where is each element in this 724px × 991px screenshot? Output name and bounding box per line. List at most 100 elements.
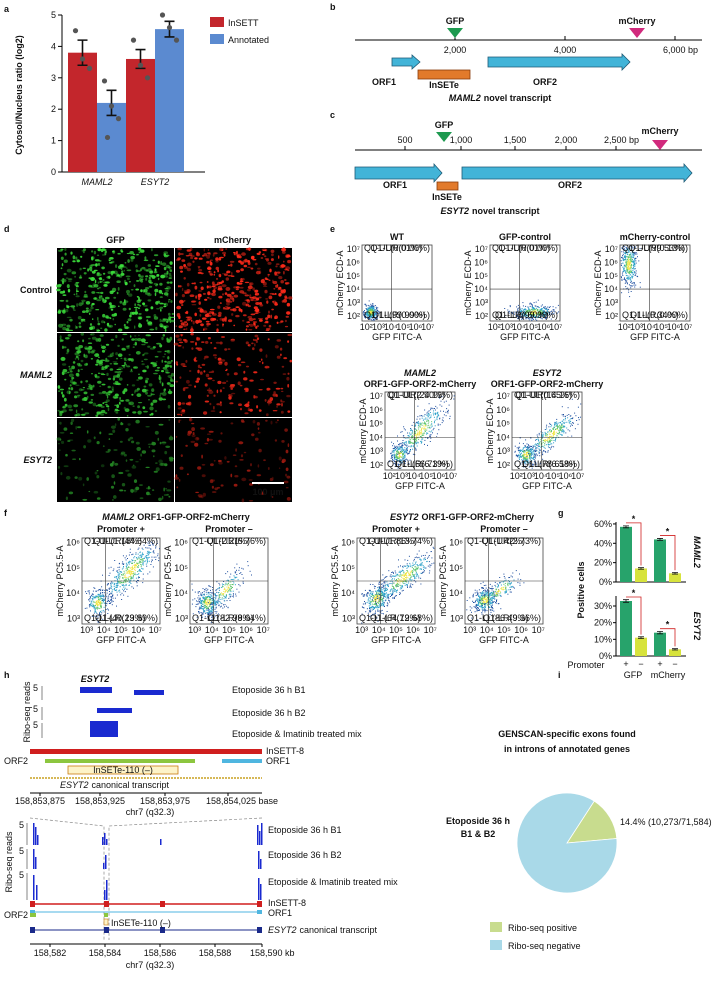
event [447,409,449,411]
event [554,424,556,425]
cell-spot [247,247,252,251]
cell-spot [216,323,219,327]
event [626,265,628,267]
cell-spot [207,291,211,296]
cell-spot [183,328,186,331]
cell-spot [66,305,70,309]
event [111,598,112,600]
event [628,251,630,253]
cell-spot [63,308,66,312]
event [546,435,548,437]
event [523,466,525,468]
cell-spot [61,371,65,376]
cell-spot [252,338,255,341]
event [520,456,522,458]
cell-spot [167,375,173,378]
cell-spot [63,465,69,468]
event [543,309,545,311]
cell-spot [253,394,256,399]
event [400,446,402,448]
cell-spot [74,357,77,360]
y-tick-label: 10⁵ [66,563,80,573]
cell-spot [155,326,158,331]
cell-spot [82,310,86,314]
cell-spot [70,421,73,425]
event [420,423,422,425]
event [413,446,414,448]
cell-spot [209,292,214,295]
cell-spot [80,359,84,363]
cell-spot [249,282,254,286]
cell-spot [276,283,279,287]
event [633,253,635,255]
event [405,461,406,462]
event [98,604,100,606]
cell-spot [163,303,167,306]
event [625,275,627,277]
event [532,454,534,456]
event [111,582,113,584]
event [200,605,202,606]
event [632,250,634,252]
cell-spot [221,249,223,252]
cell-spot [263,324,267,327]
event [93,612,95,614]
y-tick-label: 1 [51,136,56,146]
event [625,259,627,261]
x-tick-label: 10³ [80,625,93,635]
y-tick-label: 5 [51,10,56,20]
x-tick-label: 10⁶ [131,625,145,635]
cell-spot [156,342,162,345]
event [555,429,556,430]
event [433,422,435,424]
event [555,439,556,441]
cell-spot [68,280,72,282]
event [117,582,119,584]
event [134,560,136,562]
event [140,554,142,556]
event [551,424,553,426]
cell-spot [95,292,100,294]
event [531,303,532,305]
event [425,437,427,439]
cell-spot [144,380,148,382]
event [542,454,544,456]
event [530,313,532,315]
event [626,271,628,273]
event [557,304,559,306]
data-point [72,28,79,34]
cell-spot [101,345,106,349]
event [428,430,430,432]
quadrant-label: Q1-UR(0.13%) [628,243,688,253]
event [405,444,407,446]
cell-spot [165,372,170,374]
event [133,564,135,566]
axis-title: Cytosol/Nucleus ratio (log2) [14,35,24,155]
event [528,453,530,455]
event [395,448,397,450]
event [101,597,103,599]
quadrant-label: Q1-UR(14.16%) [515,390,580,400]
event [372,306,374,308]
event [365,305,367,307]
event [414,435,416,436]
cell-spot [222,323,225,326]
event [548,426,550,428]
cell-spot [111,352,115,355]
cell-spot [262,249,267,252]
cell-spot [210,342,213,344]
event [128,570,130,572]
event [125,578,127,580]
event [521,308,523,310]
event [114,590,116,591]
x-tick-label: 10⁷ [549,322,562,332]
event [368,308,369,310]
event [561,423,562,425]
cell-spot [256,325,259,327]
event [366,308,368,310]
cell-spot [76,259,80,263]
event [122,555,124,557]
cell-spot [219,274,222,278]
cell-spot [217,357,222,361]
event [562,430,564,432]
